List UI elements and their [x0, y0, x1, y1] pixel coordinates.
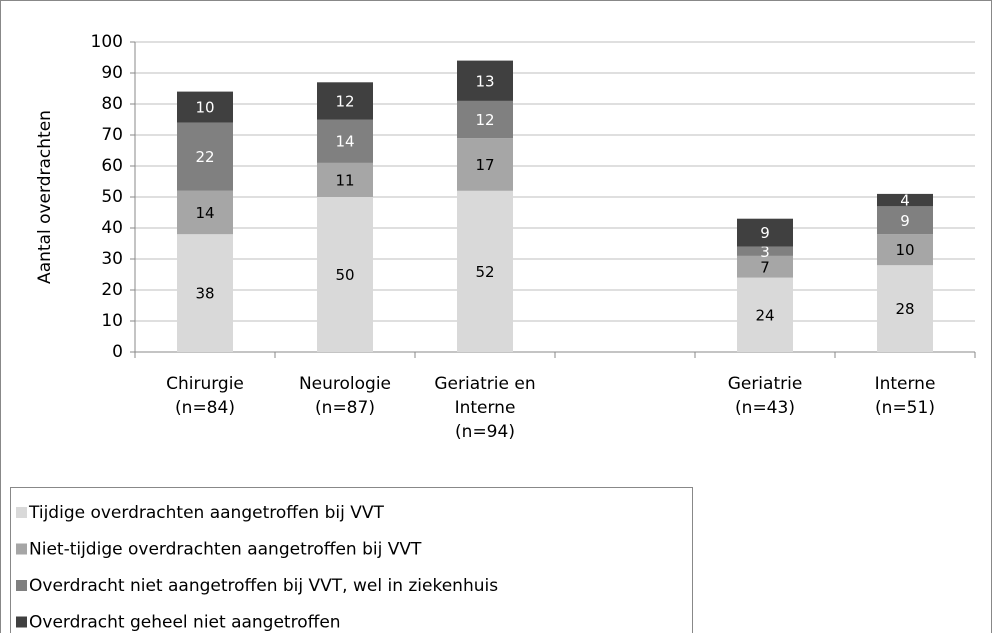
- x-tick-label: Geriatrie: [728, 374, 803, 394]
- bar-segment: [317, 162, 373, 197]
- y-tick-label: 70: [101, 125, 123, 145]
- y-tick-label: 40: [101, 218, 123, 238]
- y-axis-label: Aantal overdrachten: [35, 110, 55, 284]
- bar-segment: [457, 190, 513, 352]
- value-label: 10: [895, 241, 914, 259]
- bar-segment: [737, 246, 793, 256]
- value-label: 38: [195, 285, 214, 303]
- value-label: 22: [195, 148, 214, 166]
- value-label: 11: [335, 171, 354, 189]
- x-tick-label: Geriatrie en: [434, 374, 535, 394]
- x-tick-label: (n=84): [175, 398, 235, 418]
- value-label: 50: [335, 266, 354, 284]
- value-label: 12: [475, 111, 494, 129]
- legend-swatch: [16, 580, 27, 591]
- bar-segment: [877, 206, 933, 235]
- value-label: 24: [755, 306, 774, 324]
- value-label: 28: [895, 300, 914, 318]
- y-tick-label: 10: [101, 311, 123, 331]
- value-label: 3: [760, 243, 770, 261]
- legend-box: [10, 487, 693, 633]
- value-label: 10: [195, 99, 214, 117]
- value-label: 52: [475, 263, 494, 281]
- y-tick-label: 100: [91, 32, 123, 52]
- bar-segment: [177, 91, 233, 123]
- bar-segment: [457, 60, 513, 101]
- legend-swatch: [16, 616, 27, 628]
- bar-segment: [177, 190, 233, 235]
- value-label: 17: [475, 156, 494, 174]
- bar-segment: [877, 234, 933, 266]
- y-tick-label: 60: [101, 156, 123, 176]
- legend-swatch: [16, 507, 27, 518]
- value-label: 13: [475, 72, 494, 90]
- bar-segment: [737, 277, 793, 352]
- legend-swatch: [16, 543, 27, 555]
- value-label: 9: [900, 212, 910, 230]
- x-tick-label: Neurologie: [299, 374, 391, 394]
- bar-segment: [177, 122, 233, 191]
- bar-segment: [457, 138, 513, 191]
- value-label: 12: [335, 92, 354, 110]
- bar-segment: [317, 82, 373, 120]
- bar-segment: [317, 197, 373, 352]
- value-label: 14: [195, 204, 214, 222]
- bar-segment: [737, 255, 793, 278]
- x-tick-label: (n=87): [315, 398, 375, 418]
- y-tick-label: 80: [101, 94, 123, 114]
- value-label: 14: [335, 133, 354, 151]
- x-tick-label: Interne: [875, 374, 936, 394]
- value-label: 4: [900, 192, 910, 210]
- value-label: 7: [760, 258, 770, 276]
- bar-segment: [177, 234, 233, 352]
- y-tick-label: 30: [101, 249, 123, 269]
- y-tick-label: 50: [101, 187, 123, 207]
- y-tick-label: 20: [101, 280, 123, 300]
- x-tick-label: Interne: [455, 398, 516, 418]
- bar-segment: [737, 218, 793, 247]
- x-tick-label: (n=43): [735, 398, 795, 418]
- legend-label: Tijdige overdrachten aangetroffen bij VV…: [28, 503, 384, 523]
- legend-label: Niet-tijdige overdrachten aangetroffen b…: [29, 540, 422, 560]
- bar-segment: [457, 100, 513, 139]
- x-tick-label: Chirurgie: [166, 374, 244, 394]
- y-tick-label: 0: [112, 342, 123, 362]
- x-tick-label: (n=51): [875, 398, 935, 418]
- bar-segment: [877, 193, 933, 207]
- legend-label: Overdracht geheel niet aangetroffen: [29, 613, 341, 633]
- value-label: 9: [760, 224, 770, 242]
- bar-segment: [317, 119, 373, 163]
- y-tick-label: 90: [101, 63, 123, 83]
- legend-label: Overdracht niet aangetroffen bij VVT, we…: [29, 576, 498, 596]
- bar-segment: [877, 265, 933, 352]
- x-tick-label: (n=94): [455, 422, 515, 442]
